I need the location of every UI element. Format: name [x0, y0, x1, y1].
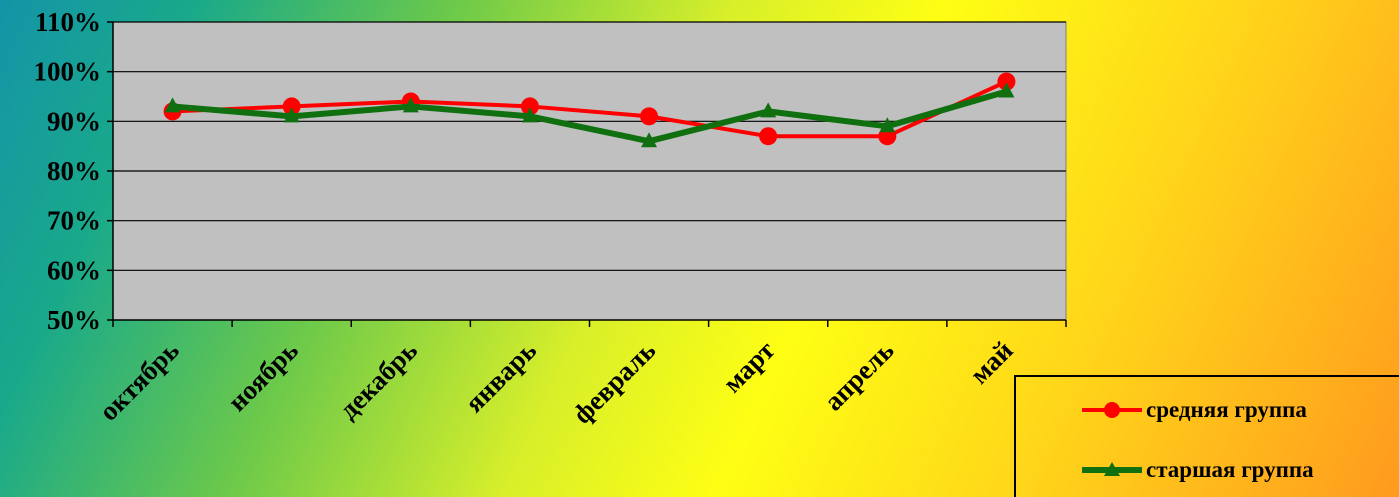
x-tick-label: ноябрь	[222, 335, 304, 417]
data-point-triangle	[998, 82, 1015, 98]
data-point-triangle	[521, 107, 538, 123]
y-tick-label: 70%	[47, 206, 101, 236]
y-tick-label: 100%	[34, 57, 102, 87]
y-tick-label: 110%	[35, 7, 101, 37]
legend-label-series-1: средняя группа	[1146, 397, 1307, 422]
legend-label-series-2: старшая группа	[1146, 457, 1314, 482]
data-point-triangle	[164, 97, 181, 113]
legend-circle-marker-icon	[1082, 402, 1142, 418]
legend-triangle-marker-icon	[1082, 462, 1142, 476]
y-axis-ticks: 50% 60% 70% 80% 90% 100% 110%	[34, 7, 113, 335]
x-tick-label: февраль	[567, 335, 661, 429]
data-point-circle	[997, 72, 1016, 91]
x-axis-ticks: октябрь ноябрь декабрь январь февраль март апр…	[93, 320, 1067, 429]
data-point-circle	[640, 107, 659, 126]
data-point-triangle	[760, 102, 777, 118]
y-tick-label: 60%	[47, 255, 101, 285]
x-tick-label: январь	[459, 335, 542, 418]
x-tick-label: октябрь	[93, 335, 184, 426]
data-point-triangle	[641, 132, 658, 148]
series-layer	[163, 72, 1016, 148]
gridlines	[113, 21, 1066, 271]
series-line	[172, 88, 1008, 145]
legend: средняя группа старшая группа	[1014, 375, 1399, 497]
data-point-triangle	[283, 107, 300, 123]
data-point-triangle	[402, 97, 419, 113]
y-tick-label: 80%	[47, 156, 101, 186]
series-line	[172, 79, 1008, 139]
x-tick-label: март	[717, 335, 780, 398]
data-point-circle	[759, 127, 778, 146]
x-tick-label: декабрь	[333, 335, 423, 425]
legend-item-series-1: средняя группа	[1082, 397, 1307, 423]
x-tick-label: май	[964, 335, 1019, 390]
data-point-circle	[282, 97, 301, 116]
data-point-circle	[520, 97, 539, 116]
legend-item-series-2: старшая группа	[1082, 457, 1314, 483]
x-tick-label: апрель	[818, 335, 899, 416]
y-tick-label: 50%	[47, 305, 101, 335]
y-tick-label: 90%	[47, 106, 101, 136]
data-point-triangle	[879, 117, 896, 133]
series-2	[164, 82, 1015, 148]
